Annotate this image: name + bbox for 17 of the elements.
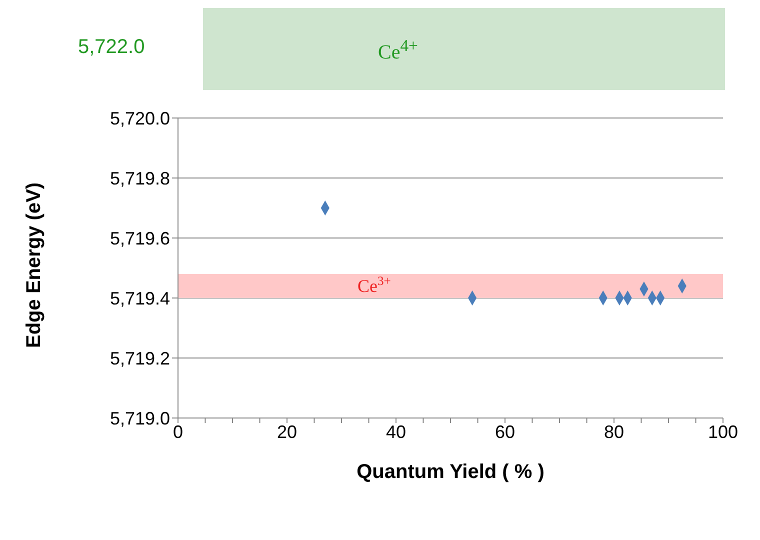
text: Ce$^{4+}$ xyxy=(378,36,418,65)
x-tick-label: 60 xyxy=(494,422,516,442)
x-tick-label: 100 xyxy=(708,422,738,442)
y-tick-label: 5,719.2 xyxy=(110,348,170,368)
y-tick-label: 5,719.4 xyxy=(110,288,170,308)
x-tick-label: 80 xyxy=(604,422,624,442)
y-tick-label: 5,720.0 xyxy=(110,108,170,128)
x-tick-label: 0 xyxy=(172,422,184,442)
y-tick-label: 5,719.0 xyxy=(110,408,170,428)
x-tick-label: 20 xyxy=(276,422,298,442)
y-tick-label: 5,719.8 xyxy=(110,168,170,188)
text: 5,722.0 xyxy=(78,36,145,59)
x-axis-title: Quantum Yield ( % ) xyxy=(356,461,544,483)
x-tick-label: 40 xyxy=(386,422,406,442)
band-label: Ce$^{3+}$ xyxy=(357,274,391,296)
y-tick-label: 5,719.6 xyxy=(110,228,170,248)
y-axis-title: Edge Energy (eV) xyxy=(23,182,46,348)
